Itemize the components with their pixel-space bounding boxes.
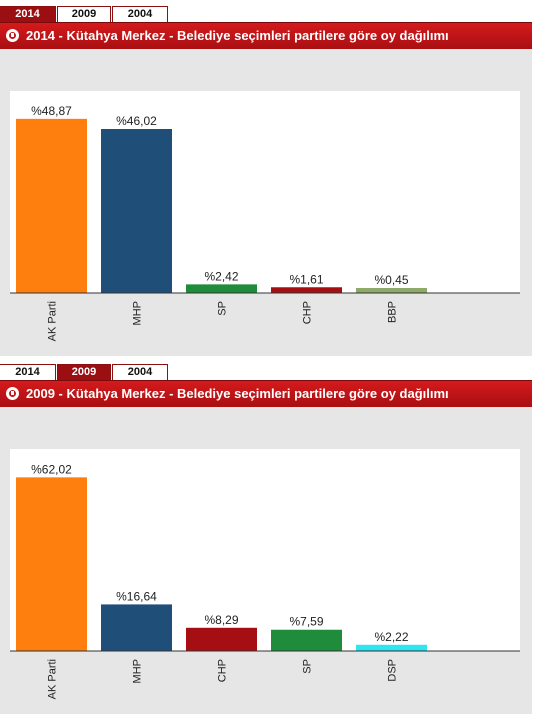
bar-chart: %62,02 AK Parti %16,64 MHP %8,29 CHP %7,59 SP %2… xyxy=(10,449,520,699)
data-label: %62,02 xyxy=(31,462,72,476)
chart-panel-2009: 2014 2009 2004 2009 - Kütahya Merkez - B… xyxy=(0,364,535,714)
bar xyxy=(101,604,172,651)
bar xyxy=(271,287,342,293)
data-label: %2,42 xyxy=(204,269,238,283)
bar xyxy=(356,644,427,651)
category-label: MHP xyxy=(132,301,144,325)
data-label: %8,29 xyxy=(204,613,238,627)
data-label: %7,59 xyxy=(289,615,323,629)
data-label: %2,22 xyxy=(374,630,408,644)
category-label: DSP xyxy=(387,659,399,682)
bar xyxy=(16,477,87,651)
plot-area xyxy=(10,449,520,651)
chart-panel-2014: 2014 2009 2004 2014 - Kütahya Merkez - B… xyxy=(0,6,535,356)
info-icon xyxy=(6,387,19,400)
chart-title: 2014 - Kütahya Merkez - Belediye seçimle… xyxy=(26,28,449,43)
data-label: %0,45 xyxy=(374,273,408,287)
data-label: %46,02 xyxy=(116,114,157,128)
category-label: SP xyxy=(217,301,229,316)
category-label: CHP xyxy=(217,659,229,682)
chart-title-bar: 2014 - Kütahya Merkez - Belediye seçimle… xyxy=(0,22,532,49)
chart-title: 2009 - Kütahya Merkez - Belediye seçimle… xyxy=(26,386,449,401)
data-label: %48,87 xyxy=(31,104,72,118)
category-label: AK Parti xyxy=(47,301,59,341)
year-tabs: 2014 2009 2004 xyxy=(0,364,535,380)
tab-2009[interactable]: 2009 xyxy=(57,6,111,22)
chart-area: %62,02 AK Parti %16,64 MHP %8,29 CHP %7,59 SP %2… xyxy=(0,407,532,714)
chart-title-bar: 2009 - Kütahya Merkez - Belediye seçimle… xyxy=(0,380,532,407)
bar xyxy=(186,284,257,293)
data-label: %1,61 xyxy=(289,272,323,286)
category-label: MHP xyxy=(132,659,144,683)
year-tabs: 2014 2009 2004 xyxy=(0,6,535,22)
category-label: AK Parti xyxy=(47,659,59,699)
bar xyxy=(101,129,172,293)
tab-2009[interactable]: 2009 xyxy=(57,364,111,380)
bar-chart: %48,87 AK Parti %46,02 MHP %2,42 SP %1,61 CHP %0… xyxy=(10,91,520,341)
category-label: SP xyxy=(302,659,314,674)
data-label: %16,64 xyxy=(116,589,157,603)
bar xyxy=(186,627,257,651)
tab-2004[interactable]: 2004 xyxy=(112,6,168,22)
tab-2014[interactable]: 2014 xyxy=(0,6,56,22)
bar xyxy=(271,629,342,651)
tab-2014[interactable]: 2014 xyxy=(0,364,56,380)
plot-area xyxy=(10,91,520,293)
bar xyxy=(356,288,427,293)
info-icon xyxy=(6,29,19,42)
bar xyxy=(16,118,87,293)
chart-area: %48,87 AK Parti %46,02 MHP %2,42 SP %1,61 CHP %0… xyxy=(0,49,532,356)
category-label: BBP xyxy=(387,301,399,323)
category-label: CHP xyxy=(302,301,314,324)
tab-2004[interactable]: 2004 xyxy=(112,364,168,380)
